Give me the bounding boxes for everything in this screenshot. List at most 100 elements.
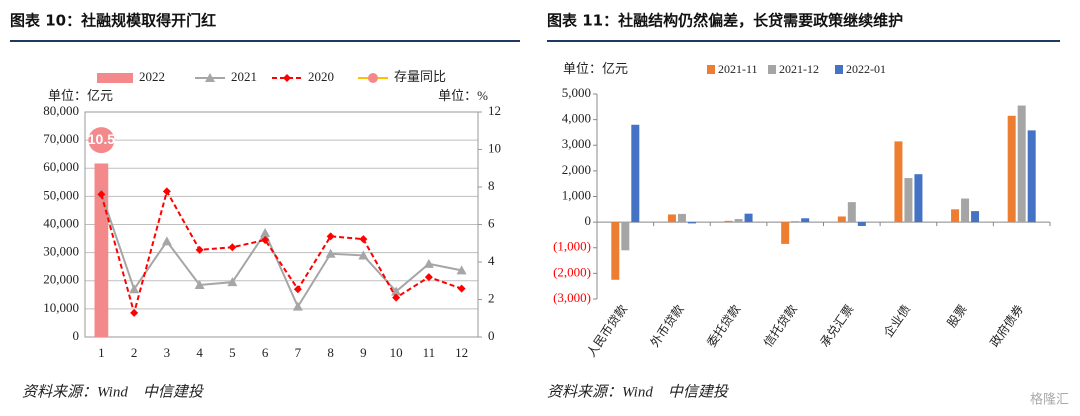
x-tick-label: 9 [360, 345, 367, 360]
legend-label: 2021 [231, 69, 257, 84]
y-tick-label: 50,000 [43, 187, 79, 202]
y2-tick-label: 6 [488, 215, 495, 230]
x-tick-label: 8 [327, 345, 334, 360]
marker [261, 235, 270, 244]
marker [368, 73, 378, 83]
x-tick-label: 3 [164, 345, 171, 360]
marker [97, 190, 106, 199]
data-label: 10.5 [88, 131, 115, 147]
line [100, 188, 462, 317]
y-tick-label: 5,000 [562, 85, 591, 100]
marker [130, 308, 139, 317]
x-tick-label: 7 [295, 345, 302, 360]
marker [456, 265, 467, 275]
bar [857, 222, 866, 226]
legend-label: 2021-12 [779, 62, 819, 76]
y-tick-label: 60,000 [43, 159, 79, 174]
marker [391, 286, 402, 296]
y2-tick-label: 8 [488, 178, 495, 193]
chart-title: 图表 11：社融结构仍然偏差，长贷需要政策继续维护 [547, 12, 903, 30]
bar [951, 209, 960, 223]
y-tick-label: 10,000 [43, 300, 79, 315]
bar [621, 222, 630, 251]
y-tick-label: 4,000 [562, 111, 591, 126]
bar [667, 214, 676, 223]
bar [904, 178, 913, 223]
marker [205, 73, 215, 82]
line [100, 193, 462, 309]
marker [88, 127, 115, 154]
legend-swatch [768, 65, 776, 74]
bar [781, 222, 790, 244]
y-axis-unit: 单位：亿元 [563, 61, 628, 76]
y-tick-label: (3,000) [553, 290, 591, 305]
marker [129, 284, 140, 294]
marker [358, 250, 369, 260]
y-tick-label: 0 [73, 328, 80, 343]
legend-label: 2022-01 [846, 62, 886, 76]
bar [687, 222, 696, 224]
bar [914, 174, 923, 223]
y-tick-label: 20,000 [43, 272, 79, 287]
y-tick-label: 80,000 [43, 103, 79, 118]
marker [194, 279, 205, 289]
bar [734, 219, 743, 223]
bar [1027, 130, 1036, 223]
marker [457, 284, 466, 293]
y-tick-label: 0 [585, 213, 592, 228]
marker [424, 273, 433, 282]
x-tick-label: 11 [423, 345, 436, 360]
y-tick-label: (2,000) [553, 264, 591, 279]
marker [161, 236, 172, 246]
y-tick-label: 1,000 [562, 187, 591, 202]
plot-frame [84, 111, 479, 338]
marker [392, 293, 401, 302]
y2-tick-label: 0 [488, 328, 495, 343]
y2-tick-label: 2 [488, 290, 495, 305]
legend-swatch [97, 73, 133, 83]
y-tick-label: 2,000 [562, 162, 591, 177]
marker [195, 245, 204, 254]
legend-label: 存量同比 [394, 69, 446, 84]
bar [837, 216, 846, 223]
watermark: 格隆汇 [1030, 392, 1069, 408]
y2-axis-unit: 单位：% [438, 88, 488, 103]
y-tick-label: 3,000 [562, 136, 591, 151]
marker [228, 243, 237, 252]
y2-tick-label: 4 [488, 253, 495, 268]
bar [631, 124, 640, 223]
bar [791, 221, 800, 223]
marker [293, 285, 302, 294]
x-tick-label: 10 [390, 345, 403, 360]
bar [1007, 115, 1016, 223]
bar [744, 213, 753, 223]
marker [283, 74, 291, 82]
bar [611, 222, 620, 280]
x-tick-label: 4 [196, 345, 203, 360]
y-tick-label: 70,000 [43, 131, 79, 146]
y-axis-unit: 单位：亿元 [48, 88, 113, 103]
bar [961, 198, 970, 223]
bar [971, 211, 980, 223]
marker [260, 227, 271, 237]
x-tick-label: 6 [262, 345, 269, 360]
source: 资料来源：Wind 中信建投 [22, 383, 205, 400]
marker [292, 301, 303, 311]
legend-swatch [707, 65, 715, 74]
x-tick-label: 2 [131, 345, 138, 360]
marker [227, 277, 238, 287]
x-tick-label: 5 [229, 345, 236, 360]
marker [359, 235, 368, 244]
legend-label: 2020 [308, 69, 334, 84]
marker [325, 248, 336, 258]
bar [724, 220, 733, 223]
x-tick-label: 12 [455, 345, 468, 360]
y-tick-label: (1,000) [553, 239, 591, 254]
y-tick-label: 30,000 [43, 244, 79, 259]
y2-tick-label: 12 [488, 103, 501, 118]
bar [847, 202, 856, 223]
y-tick-label: 40,000 [43, 215, 79, 230]
marker [423, 258, 434, 268]
legend-label: 2021-11 [718, 62, 758, 76]
